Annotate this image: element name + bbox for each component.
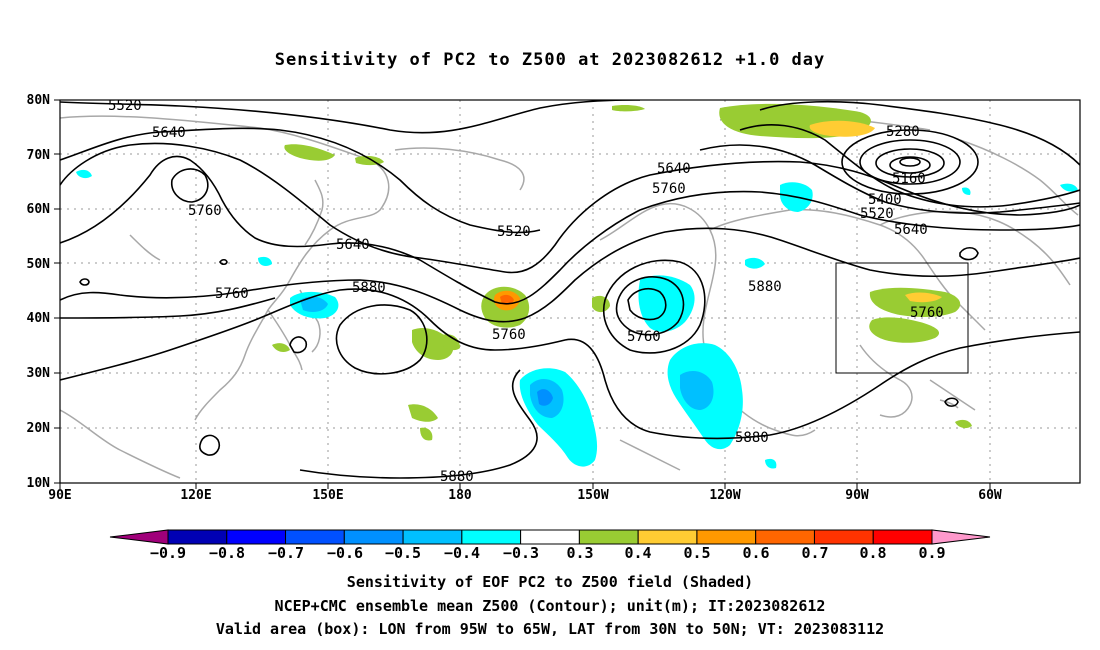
colorbar-swatch [813, 529, 874, 545]
lon-label: 180 [448, 488, 472, 503]
colorbar-swatch [755, 529, 815, 545]
contour-labels: 5520 5640 5760 5640 5760 5880 5640 5760 … [108, 98, 944, 485]
contour-label: 5520 [497, 224, 531, 240]
colorbar-swatch [285, 529, 345, 545]
contour-label: 5760 [188, 203, 222, 219]
contour-label: 5760 [492, 327, 526, 343]
colorbar-label: −0.7 [268, 544, 304, 562]
contour-label: 5520 [860, 206, 894, 222]
positive-sensitivity-shading [272, 103, 972, 441]
colorbar-label: −0.8 [209, 544, 245, 562]
valid-area-box [835, 262, 969, 374]
colorbar-label: 0.5 [683, 544, 710, 562]
colorbar-swatch [872, 529, 933, 545]
colorbar-swatch [461, 529, 522, 545]
lat-label: 40N [27, 311, 51, 326]
negative-sensitivity-shading [76, 169, 1078, 469]
contour-label: 5880 [748, 279, 782, 295]
latitude-labels: 80N 70N 60N 50N 40N 30N 20N 10N [27, 93, 51, 491]
contour-label: 5880 [352, 280, 386, 296]
lat-label: 30N [27, 366, 51, 381]
colorbar-label: −0.4 [444, 544, 480, 562]
colorbar-label: −0.5 [385, 544, 421, 562]
contour-label: 5520 [108, 98, 142, 114]
lat-label: 50N [27, 257, 51, 272]
contour-label: 5880 [735, 430, 769, 446]
lon-label: 120E [180, 488, 211, 503]
caption-line-1: Sensitivity of EOF PC2 to Z500 field (Sh… [346, 573, 754, 591]
caption-line-2: NCEP+CMC ensemble mean Z500 (Contour); u… [274, 597, 826, 615]
colorbar-label: 0.6 [742, 544, 769, 562]
longitude-labels: 90E 120E 150E 180 150W 120W 90W 60W [48, 488, 1002, 503]
contour-label: 5760 [215, 286, 249, 302]
colorbar-swatch [343, 529, 404, 545]
colorbar-swatch [226, 529, 287, 545]
lon-label: 150E [312, 488, 343, 503]
colorbar [109, 529, 991, 545]
colorbar-label: 0.7 [801, 544, 828, 562]
contour-label: 5640 [152, 125, 186, 141]
colorbar-swatch [696, 529, 757, 545]
gridlines [60, 100, 1080, 483]
contour-label: 5160 [892, 171, 926, 187]
lon-label: 150W [577, 488, 608, 503]
colorbar-swatch [637, 529, 698, 545]
lon-label: 60W [978, 488, 1002, 503]
contour-label: 5640 [336, 237, 370, 253]
colorbar-label: −0.9 [150, 544, 186, 562]
contour-label: 5760 [652, 181, 686, 197]
contour-label: 5760 [627, 329, 661, 345]
colorbar-swatch [578, 529, 639, 545]
axis-ticks [54, 99, 991, 489]
colorbar-label: 0.4 [624, 544, 651, 562]
colorbar-swatch [520, 529, 580, 545]
contour-label: 5880 [440, 469, 474, 485]
contour-label: 5280 [886, 124, 920, 140]
lat-label: 60N [27, 202, 51, 217]
z500-contours [60, 100, 1080, 479]
colorbar-label: −0.3 [503, 544, 539, 562]
chart-title: Sensitivity of PC2 to Z500 at 2023082612… [274, 50, 826, 70]
colorbar-swatch [167, 529, 228, 545]
colorbar-arrow-high [931, 529, 991, 545]
contour-label: 5640 [894, 222, 928, 238]
lon-label: 120W [709, 488, 740, 503]
colorbar-label: −0.6 [327, 544, 363, 562]
colorbar-label: 0.9 [918, 544, 945, 562]
contour-label: 5760 [910, 305, 944, 321]
colorbar-label: 0.8 [859, 544, 886, 562]
colorbar-label: 0.3 [566, 544, 593, 562]
lat-label: 70N [27, 148, 51, 163]
colorbar-labels: −0.9 −0.8 −0.7 −0.6 −0.5 −0.4 −0.3 0.3 0… [150, 544, 946, 562]
lon-label: 90W [845, 488, 869, 503]
lon-label: 90E [48, 488, 71, 503]
plot-frame [59, 99, 1081, 484]
colorbar-swatch [402, 529, 463, 545]
colorbar-arrow-low [109, 529, 169, 545]
contour-label: 5400 [868, 192, 902, 208]
lat-label: 80N [27, 93, 51, 108]
lat-label: 10N [27, 476, 51, 491]
caption-line-3: Valid area (box): LON from 95W to 65W, L… [215, 620, 885, 638]
lat-label: 20N [27, 421, 51, 436]
contour-label: 5640 [657, 161, 691, 177]
